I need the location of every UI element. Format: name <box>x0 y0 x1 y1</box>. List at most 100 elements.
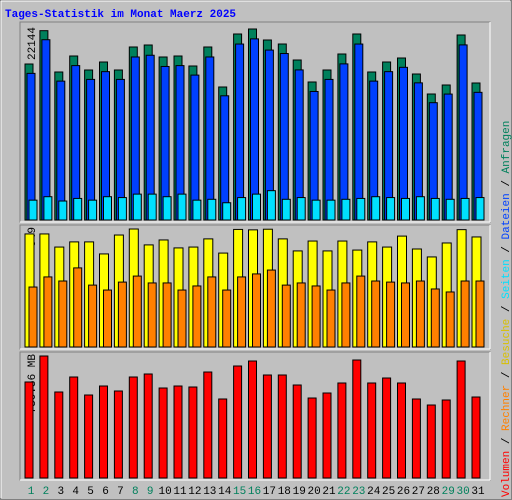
bar <box>143 373 153 479</box>
bar <box>456 360 466 479</box>
bar <box>279 53 289 221</box>
legend-entry: Rechner <box>501 385 512 431</box>
bar <box>475 280 485 348</box>
x-tick-label: 25 <box>382 486 395 498</box>
bar <box>220 95 230 221</box>
bar <box>460 280 470 348</box>
x-tick-label: 27 <box>412 486 425 498</box>
bar <box>262 374 272 479</box>
x-tick-label: 22 <box>337 486 350 498</box>
bar <box>354 43 364 221</box>
x-tick-label: 2 <box>43 486 50 498</box>
x-tick-label: 15 <box>233 486 246 498</box>
bar <box>415 196 425 221</box>
bar <box>397 382 406 479</box>
bar <box>341 198 351 221</box>
bar <box>322 392 332 479</box>
bar <box>324 78 334 221</box>
bar <box>73 267 83 348</box>
x-tick-label: 6 <box>102 486 109 498</box>
legend-separator: / <box>501 365 512 385</box>
x-tick-label: 3 <box>57 486 64 498</box>
bar <box>307 397 317 479</box>
legend-separator: / <box>501 173 512 193</box>
bar <box>71 65 81 221</box>
bar <box>162 282 172 348</box>
bar <box>401 282 410 348</box>
bar <box>24 381 34 479</box>
x-tick-label: 21 <box>322 486 336 498</box>
bar <box>26 72 36 221</box>
legend-separator: / <box>501 431 512 451</box>
bar <box>341 282 351 348</box>
legend: Volumen / Rechner / Besuche / Seiten / D… <box>501 121 512 497</box>
x-tick-label: 9 <box>147 486 154 498</box>
bar <box>84 394 94 479</box>
bar <box>356 275 366 348</box>
bar <box>296 197 306 221</box>
bar <box>441 399 451 479</box>
bar <box>445 291 455 348</box>
x-tick-label: 18 <box>278 486 291 498</box>
x-tick-label: 1 <box>28 486 35 498</box>
bar <box>205 56 215 221</box>
bar <box>69 376 79 479</box>
bar <box>88 284 98 348</box>
bar <box>471 396 481 479</box>
bar <box>266 269 276 348</box>
x-tick-label: 24 <box>367 486 381 498</box>
x-tick-label: 29 <box>442 486 455 498</box>
bar <box>177 193 187 221</box>
x-tick-label: 23 <box>352 486 365 498</box>
x-tick-label: 14 <box>218 486 232 498</box>
bar <box>117 197 127 221</box>
bar <box>43 196 53 221</box>
bar <box>41 39 51 221</box>
x-tick-label: 31 <box>471 486 485 498</box>
bar <box>445 198 455 221</box>
x-tick-label: 26 <box>397 486 410 498</box>
legend-separator: / <box>501 239 512 259</box>
bar <box>237 197 247 221</box>
bar <box>28 286 38 348</box>
bar <box>281 284 291 348</box>
bar <box>158 387 168 479</box>
bar <box>326 199 336 221</box>
x-tick-label: 20 <box>307 486 320 498</box>
bar <box>399 66 408 221</box>
bar <box>411 398 421 479</box>
bar <box>54 391 64 479</box>
bar <box>103 196 112 221</box>
bar <box>296 282 306 348</box>
bar <box>207 198 217 221</box>
bar <box>430 288 440 348</box>
bar <box>386 281 396 348</box>
bar <box>58 200 68 221</box>
bar <box>207 276 217 348</box>
bar <box>192 199 202 221</box>
bar <box>371 280 381 348</box>
bar <box>266 190 276 221</box>
bar <box>173 385 183 479</box>
x-tick-label: 5 <box>87 486 94 498</box>
bar <box>192 285 202 348</box>
x-tick-label: 17 <box>263 486 276 498</box>
bar <box>281 198 291 221</box>
bar <box>103 289 112 348</box>
bar <box>311 285 321 348</box>
bar <box>367 382 377 479</box>
bar <box>382 377 392 479</box>
bar <box>28 199 38 221</box>
bar <box>188 386 198 479</box>
x-tick-label: 8 <box>132 486 139 498</box>
bar <box>386 197 396 221</box>
chart-title: Tages-Statistik im Monat Maerz 2025 <box>5 9 236 21</box>
bar <box>252 193 261 221</box>
bar <box>86 78 96 221</box>
x-tick-label: 10 <box>158 486 171 498</box>
x-tick-label: 28 <box>427 486 440 498</box>
bar <box>177 289 187 348</box>
legend-entry: Seiten <box>501 259 512 299</box>
bar <box>339 63 349 221</box>
bar <box>113 390 123 479</box>
